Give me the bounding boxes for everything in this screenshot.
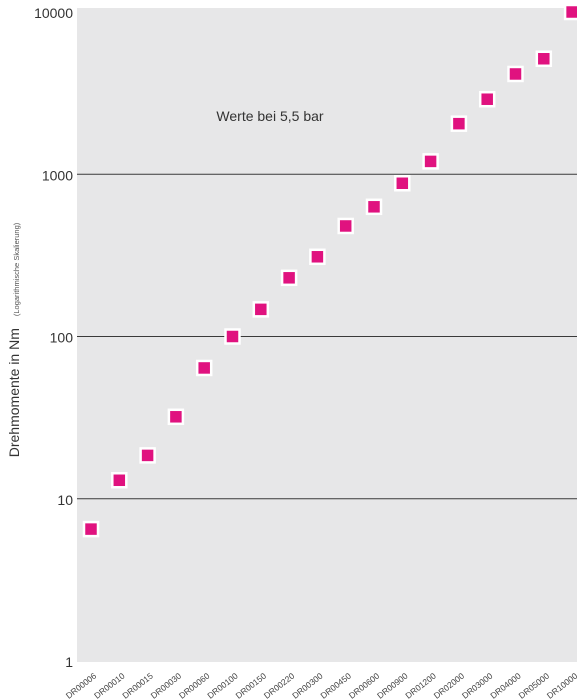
y-tick-label: 1 [65,654,73,670]
data-point [563,3,577,21]
y-axis-title: Drehmomente in Nm (Logarithmische Skalier… [6,222,22,457]
data-point [139,447,156,464]
data-point [535,50,553,68]
y-axis-label-note: (Logarithmische Skalierung) [12,222,21,316]
plot-area [77,8,577,662]
svg-text:Drehmomente in Nm(Logarithmisc: Drehmomente in Nm (Logarithmische Skalier… [6,222,22,457]
y-axis-label: Drehmomente in Nm [6,328,22,457]
data-point [337,217,354,235]
data-point [450,115,468,132]
y-tick-label: 10 [57,492,73,508]
data-point [252,301,270,318]
y-tick-label: 1000 [42,167,73,183]
data-point [167,408,185,426]
x-tick-label: DR10000 [545,671,577,699]
data-point [82,520,100,538]
annotation: Werte bei 5,5 bar [216,108,323,124]
gridlines [77,173,577,500]
data-point [309,248,326,266]
data-point [224,328,241,345]
data-point [365,198,383,216]
y-axis-ticks: 1 10 100 1000 10000 [34,5,73,670]
y-tick-label: 10000 [34,5,73,21]
data-point [507,65,524,83]
data-point [422,153,439,170]
data-point [111,472,128,489]
data-point [195,359,213,377]
data-markers [82,3,577,538]
data-point [280,269,298,287]
y-tick-label: 100 [50,330,74,346]
x-axis-ticks: DR00006DR00010DR00015DR00030DR00060DR001… [64,671,577,699]
data-point [394,175,411,192]
data-point [478,90,496,108]
